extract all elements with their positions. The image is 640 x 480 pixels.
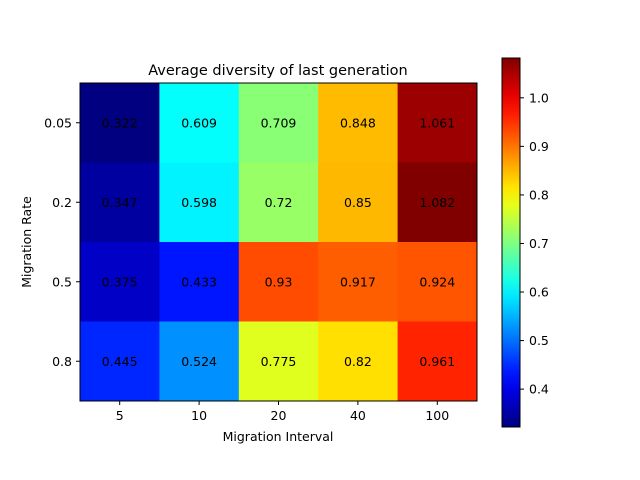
x-tick-label: 20 bbox=[271, 408, 287, 423]
cell-value-label: 1.082 bbox=[419, 195, 455, 210]
heatmap-cell bbox=[159, 162, 240, 243]
colorbar-tick-label: 0.8 bbox=[529, 187, 549, 202]
cell-value-label: 0.72 bbox=[265, 195, 293, 210]
cell-value-label: 0.917 bbox=[340, 274, 376, 289]
x-tick-label: 5 bbox=[116, 408, 124, 423]
cell-value-label: 0.445 bbox=[102, 354, 138, 369]
colorbar-gradient bbox=[502, 58, 520, 427]
cell-value-label: 0.433 bbox=[181, 274, 217, 289]
cell-value-label: 0.82 bbox=[344, 354, 372, 369]
colorbar-tick-label: 1.0 bbox=[529, 90, 549, 105]
heatmap-cell bbox=[238, 83, 319, 163]
heatmap-cell bbox=[80, 321, 160, 402]
colorbar-tick-label: 0.6 bbox=[529, 285, 549, 300]
heatmap-cell bbox=[80, 83, 160, 163]
heatmap-cell bbox=[397, 83, 478, 163]
cell-value-label: 0.322 bbox=[102, 115, 138, 130]
y-axis-label: Migration Rate bbox=[19, 196, 34, 288]
cell-value-label: 0.375 bbox=[102, 274, 138, 289]
colorbar: 0.4 0.5 0.6 0.7 0.8 0.9 1.0 bbox=[501, 57, 549, 428]
heatmap-cell bbox=[318, 162, 399, 243]
cell-value-label: 1.061 bbox=[419, 115, 455, 130]
colorbar-tick-label: 0.7 bbox=[529, 236, 549, 251]
colorbar-tick-label: 0.9 bbox=[529, 139, 549, 154]
heatmap-cell bbox=[159, 242, 240, 322]
heatmap-cell bbox=[397, 162, 478, 243]
cell-value-label: 0.609 bbox=[181, 115, 217, 130]
cell-value-label: 0.709 bbox=[261, 115, 297, 130]
y-tick-label: 0.05 bbox=[44, 115, 72, 130]
cell-value-label: 0.961 bbox=[419, 354, 455, 369]
cell-value-label: 0.93 bbox=[265, 274, 293, 289]
colorbar-tick-label: 0.4 bbox=[529, 382, 549, 397]
heatmap-cell bbox=[238, 242, 319, 322]
heatmap-cell bbox=[80, 162, 160, 243]
x-tick-label: 10 bbox=[191, 408, 207, 423]
y-tick-label: 0.5 bbox=[52, 274, 72, 289]
cell-value-label: 0.775 bbox=[261, 354, 297, 369]
x-tick-label: 100 bbox=[425, 408, 449, 423]
heatmap-cell-labels: 0.322 0.609 0.709 0.848 1.061 0.347 0.598 0.72 0… bbox=[102, 115, 455, 369]
x-axis-ticks: 5 10 20 40 100 bbox=[116, 401, 449, 423]
x-tick-label: 40 bbox=[350, 408, 366, 423]
heatmap-cell bbox=[159, 321, 240, 402]
cell-value-label: 0.524 bbox=[181, 354, 217, 369]
heatmap-cell bbox=[397, 242, 478, 322]
y-tick-label: 0.8 bbox=[52, 354, 72, 369]
heatmap-cell bbox=[80, 242, 160, 322]
chart-title: Average diversity of last generation bbox=[148, 63, 408, 79]
colorbar-tick-label: 0.5 bbox=[529, 333, 549, 348]
heatmap-cell bbox=[159, 83, 240, 163]
heatmap-cell bbox=[318, 83, 399, 163]
cell-value-label: 0.924 bbox=[419, 274, 455, 289]
heatmap-cell bbox=[318, 321, 399, 402]
heatmap-cell bbox=[397, 321, 478, 402]
colorbar-frame bbox=[501, 57, 521, 428]
heatmap-cells bbox=[80, 83, 478, 402]
heatmap-cell bbox=[318, 242, 399, 322]
cell-value-label: 0.85 bbox=[344, 195, 372, 210]
cell-value-label: 0.848 bbox=[340, 115, 376, 130]
x-axis-label: Migration Interval bbox=[223, 429, 334, 444]
cell-value-label: 0.598 bbox=[181, 195, 217, 210]
y-tick-label: 0.2 bbox=[52, 195, 72, 210]
y-axis-ticks: 0.05 0.2 0.5 0.8 bbox=[44, 115, 80, 369]
heatmap-cell bbox=[238, 162, 319, 243]
heatmap-cell bbox=[238, 321, 319, 402]
cell-value-label: 0.347 bbox=[102, 195, 138, 210]
